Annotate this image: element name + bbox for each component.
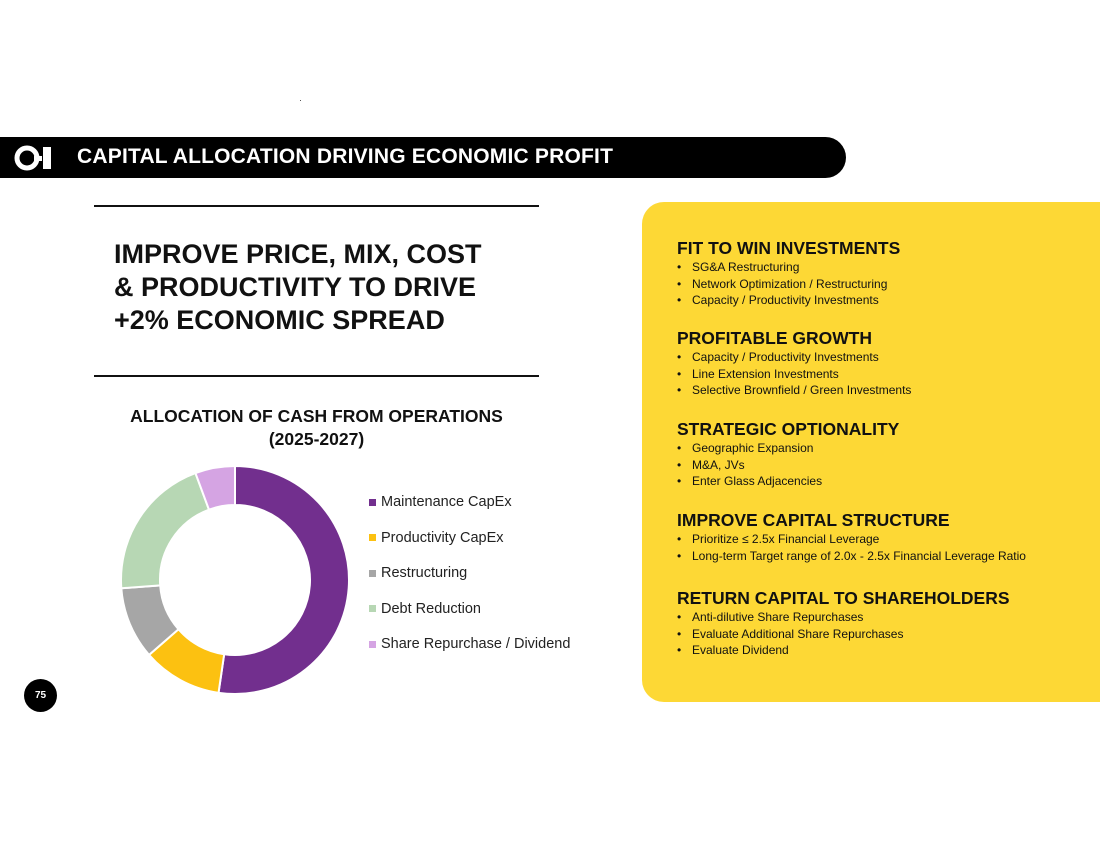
page-title: CAPITAL ALLOCATION DRIVING ECONOMIC PROF… (77, 145, 614, 168)
section-list: Geographic ExpansionM&A, JVsEnter Glass … (677, 440, 1097, 490)
section-title: FIT TO WIN INVESTMENTS (677, 238, 901, 258)
section-bullet: M&A, JVs (677, 457, 1097, 474)
headline: IMPROVE PRICE, MIX, COST & PRODUCTIVITY … (114, 238, 534, 337)
donut-slice-maintenance-capex (217, 464, 350, 695)
headline-line: +2% ECONOMIC SPREAD (114, 305, 445, 335)
chart-title-line: ALLOCATION OF CASH FROM OPERATIONS (130, 406, 503, 426)
section-bullet: Line Extension Investments (677, 366, 1097, 383)
strategy-panel: FIT TO WIN INVESTMENTSSG&A Restructuring… (642, 202, 1100, 702)
section-bullet: Prioritize ≤ 2.5x Financial Leverage (677, 531, 1097, 548)
header-bar: CAPITAL ALLOCATION DRIVING ECONOMIC PROF… (0, 137, 846, 178)
section-title: STRATEGIC OPTIONALITY (677, 419, 900, 439)
panel-section: PROFITABLE GROWTHCapacity / Productivity… (677, 328, 1097, 399)
legend-swatch (369, 605, 376, 613)
legend-item: Maintenance CapEx (369, 494, 512, 510)
legend-swatch (369, 640, 376, 648)
section-bullet: SG&A Restructuring (677, 259, 1097, 276)
section-title: PROFITABLE GROWTH (677, 328, 873, 348)
panel-section: STRATEGIC OPTIONALITYGeographic Expansio… (677, 419, 1097, 490)
section-bullet: Anti-dilutive Share Repurchases (677, 609, 1097, 626)
legend-item: Restructuring (369, 565, 467, 581)
section-list: Prioritize ≤ 2.5x Financial LeverageLong… (677, 531, 1097, 564)
section-bullet: Capacity / Productivity Investments (677, 292, 1097, 309)
section-bullet: Network Optimization / Restructuring (677, 276, 1097, 293)
section-bullet: Capacity / Productivity Investments (677, 349, 1097, 366)
legend-item: Productivity CapEx (369, 530, 504, 546)
bottom-divider (94, 375, 539, 377)
section-bullet: Long-term Target range of 2.0x - 2.5x Fi… (677, 548, 1097, 565)
panel-section: RETURN CAPITAL TO SHAREHOLDERSAnti-dilut… (677, 588, 1097, 659)
section-title: IMPROVE CAPITAL STRUCTURE (677, 510, 950, 530)
headline-line: & PRODUCTIVITY TO DRIVE (114, 272, 477, 302)
legend-item: Share Repurchase / Dividend (369, 636, 570, 652)
legend-label: Productivity CapEx (381, 529, 504, 546)
legend-label: Debt Reduction (381, 600, 481, 617)
section-bullet: Geographic Expansion (677, 440, 1097, 457)
headline-line: IMPROVE PRICE, MIX, COST (114, 239, 482, 269)
section-bullet: Evaluate Additional Share Repurchases (677, 626, 1097, 643)
donut-chart (120, 464, 350, 695)
donut-slice-share-repurchase-dividend (194, 464, 236, 511)
section-list: Anti-dilutive Share RepurchasesEvaluate … (677, 609, 1097, 659)
chart-title: ALLOCATION OF CASH FROM OPERATIONS (2025… (94, 405, 539, 451)
legend-swatch (369, 498, 376, 506)
section-bullet: Selective Brownfield / Green Investments (677, 382, 1097, 399)
legend-swatch (369, 534, 376, 542)
section-bullet: Evaluate Dividend (677, 642, 1097, 659)
page-number: 75 (24, 679, 57, 712)
legend-swatch (369, 569, 376, 577)
top-divider (94, 205, 539, 207)
oi-logo-icon (14, 145, 51, 171)
legend-label: Restructuring (381, 565, 468, 582)
donut-slice-debt-reduction (120, 471, 211, 590)
legend-label: Maintenance CapEx (381, 494, 512, 510)
section-list: SG&A RestructuringNetwork Optimization /… (677, 259, 1097, 309)
legend-label: Share Repurchase / Dividend (381, 636, 571, 653)
section-title: RETURN CAPITAL TO SHAREHOLDERS (677, 588, 1010, 608)
panel-section: FIT TO WIN INVESTMENTSSG&A Restructuring… (677, 238, 1097, 309)
section-bullet: Enter Glass Adjacencies (677, 473, 1097, 490)
panel-section: IMPROVE CAPITAL STRUCTUREPrioritize ≤ 2.… (677, 510, 1097, 564)
stray-dot (300, 100, 301, 101)
chart-title-line: (2025-2027) (268, 429, 365, 449)
section-list: Capacity / Productivity InvestmentsLine … (677, 349, 1097, 399)
legend-item: Debt Reduction (369, 601, 481, 617)
